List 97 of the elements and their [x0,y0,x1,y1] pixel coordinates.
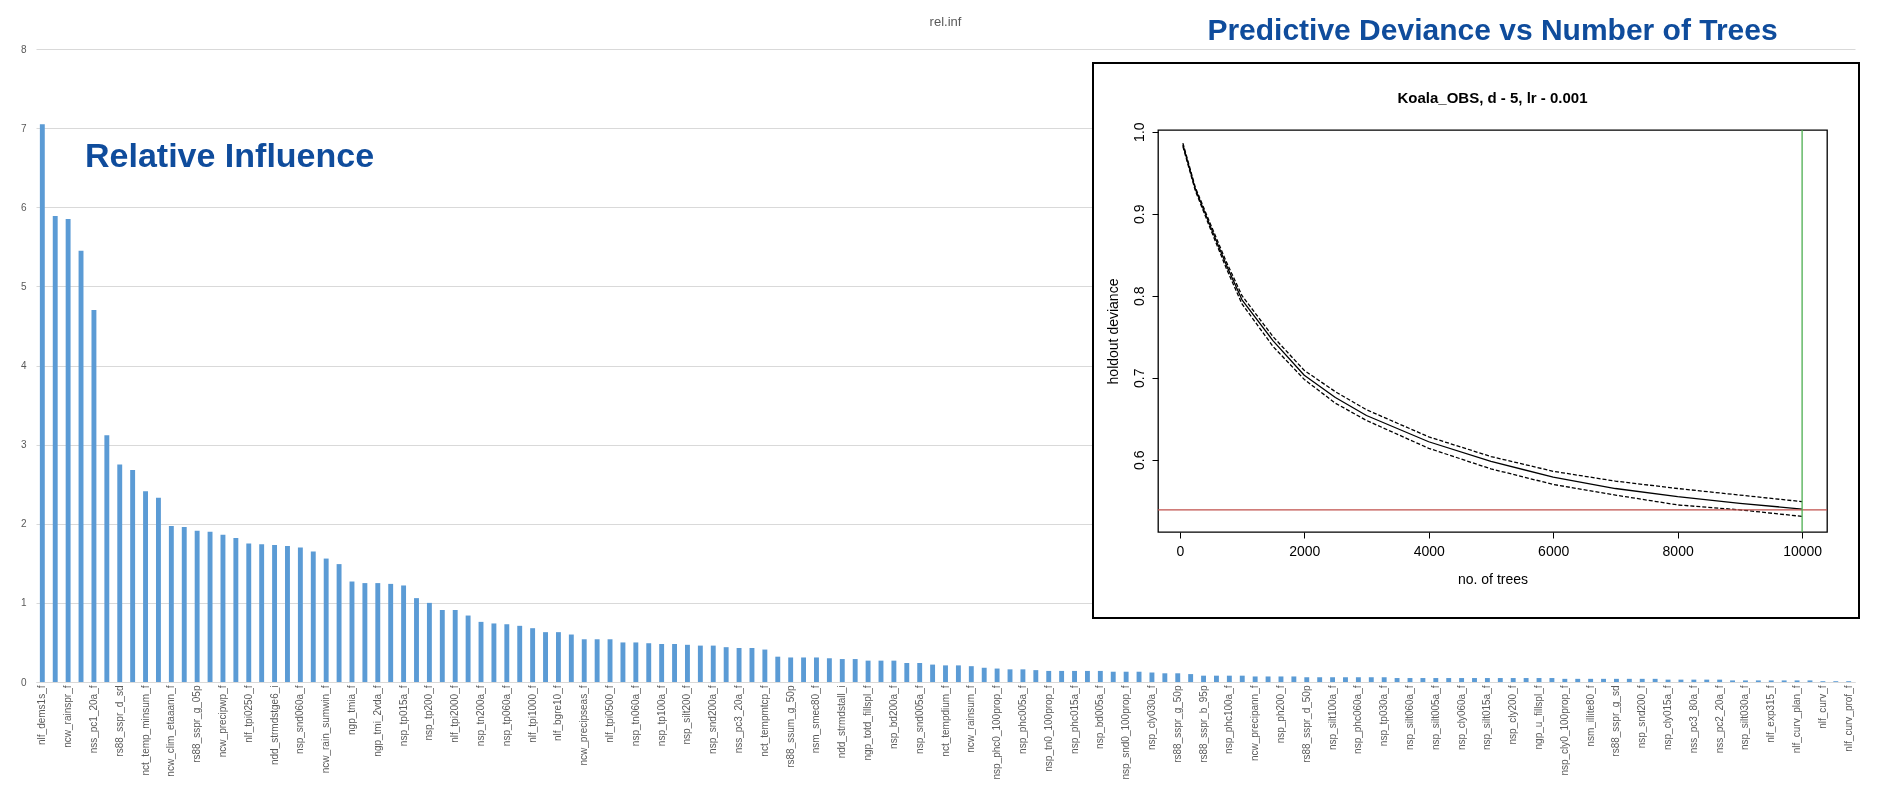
x-tick-label: nsp_snd200a_f [707,685,719,754]
x-tick-label: 4000 [1413,542,1445,559]
x-tick-label: 2000 [1289,542,1321,559]
x-tick-label: ncw_rainspr_f [62,685,74,748]
x-tick-label: nct_temp_minsum_f [139,685,151,776]
x-tick-label: nlf_tpi1000_f [526,685,538,743]
x-tick-label: rs88_sspr_b_95p [1197,685,1209,763]
x-tick-label: nlf_tpi0250_f [242,685,254,743]
x-tick-label: nlf_curv_plan_f [1791,685,1803,754]
x-tick-label: nlf_curv_prof_f [1842,685,1854,752]
x-tick-label: nsp_silt030a_f [1739,685,1751,750]
y-tick-label: 6 [20,201,27,213]
x-tick-label: nsp_snd200_f [1636,685,1648,749]
x-tick-label: ngp_tmi_2vda_f [371,685,383,757]
y-tick-label: 0.7 [1130,368,1147,388]
x-tick-label: nsp_phc0_100prop_f [991,685,1003,780]
x-tick-label: ncw_precipwp_f [216,685,228,758]
x-tick-label: nsp_ph200_f [1274,685,1286,744]
x-tick-label: nsp_silt100a_f [1326,685,1338,750]
x-tick-label: nct_tempmtcp_f [758,685,770,757]
x-tick-label: nlf_exp315_f [1765,685,1777,743]
x-tick-label: nlf_dems1s_f [36,685,48,745]
x-tick-label: nsp_phc100a_f [1223,685,1235,754]
x-tick-label: nsp_tn0_100prop_f [1042,685,1054,772]
x-tick-label: nss_pc3_20a_f [733,685,745,754]
x-tick-label: nlf_bgre10_f [552,685,564,742]
x-tick-label: nsp_bd005a_f [1094,685,1106,749]
x-tick-label: nsp_silt015a_f [1481,685,1493,750]
x-axis-title: no. of trees [1457,570,1529,587]
x-tick-label: nsp_cly030a_f [1145,685,1157,750]
x-tick-label: nsm_smec80_f [810,685,822,754]
x-tick-label: nss_pc3_80a_f [1687,685,1699,754]
x-tick-label: rs88_ssum_g_50p [784,685,796,768]
y-tick-label: 0.6 [1130,450,1147,471]
y-tick-label: 0 [20,676,27,688]
x-tick-label: rs88_sspr_g_05p [191,685,203,763]
x-tick-label: rs88_sspr_g_50p [1171,685,1183,763]
x-tick-label: rs88_sspr_d_50p [1300,685,1312,763]
x-tick-label: nsm_illite80_f [1584,685,1596,747]
y-tick-label: 8 [20,43,27,55]
x-tick-label: rs88_sspr_g_sd [1610,685,1622,757]
x-tick-label: nsp_cly015a_f [1662,685,1674,750]
y-tick-label: 2 [20,518,27,530]
x-tick-label: ngp_tmia_f [345,685,357,735]
x-tick-label: nsp_snd0_100prop_f [1120,685,1132,780]
x-tick-label: 0 [1176,542,1185,559]
x-tick-label: 8000 [1662,542,1694,559]
x-tick-label: nsp_tp060a_f [500,685,512,747]
x-tick-label: nsp_tp200_f [423,685,435,741]
y-tick-label: 0.9 [1130,204,1147,224]
x-tick-label: ncw_rain_sumwin_f [320,685,332,774]
y-tick-label: 0.8 [1130,286,1147,306]
x-tick-label: nlf_tpi0500_f [604,685,616,743]
x-tick-label: ncw_precipseas_f [578,685,590,766]
x-tick-label: nct_tempdium_f [939,685,951,757]
y-axis-title: holdout deviance [1104,278,1121,385]
chart-subtitle: Koala_OBS, d - 5, lr - 0.001 [1397,88,1588,106]
x-tick-label: nsp_phc005a_f [1016,685,1028,754]
x-tick-label: nsp_cly200_f [1507,685,1519,745]
y-tick-label: 3 [20,439,27,451]
x-tick-label: nsp_tp100a_f [655,685,667,747]
x-tick-label: rs88_sspr_d_sd [113,685,125,757]
x-tick-label: nsp_phc015a_f [1068,685,1080,754]
x-tick-label: ndd_strmdstge6_i [268,685,280,765]
y-tick-label: 4 [20,360,27,371]
x-tick-label: nsp_cly060a_f [1455,685,1467,750]
x-tick-label: nsp_silt005a_f [1429,685,1441,750]
x-tick-label: nss_pc1_20a_f [87,685,99,754]
y-tick-label: 1.0 [1130,122,1147,142]
x-tick-label: nsp_phc060a_f [1352,685,1364,754]
y-tick-label: 1 [20,597,27,609]
x-tick-label: ngp_u_fillspl_f [1533,685,1545,750]
y-tick-label: 7 [20,122,27,134]
x-tick-label: nsp_tn200a_f [475,685,487,747]
chart-title: rel.inf [929,14,962,29]
x-tick-label: nsp_tp030a_f [1378,685,1390,747]
x-tick-label: nsp_tn060a_f [629,685,641,747]
x-tick-label: ncw_precipann_f [1249,685,1261,762]
x-tick-label: nlf_tpi2000_f [449,685,461,743]
x-tick-label: nsp_tp015a_f [397,685,409,747]
x-tick-label: nsp_snd060a_f [294,685,306,754]
x-tick-label: nsp_bd200a_f [887,685,899,749]
x-tick-label: nsp_silt200_f [681,685,693,745]
x-tick-label: nsp_silt060a_f [1403,685,1415,750]
x-tick-label: nsp_snd005a_f [913,685,925,754]
x-tick-label: ncw_rainsum_f [965,685,977,753]
annotation: Relative Influence [85,136,375,175]
chart-title: Predictive Deviance vs Number of Trees [1207,12,1778,46]
x-tick-label: nsp_cly0_100prop_f [1558,685,1570,776]
x-tick-label: ncw_clim_etaaann_f [165,685,177,777]
x-tick-label: 6000 [1538,542,1570,559]
x-tick-label: ndd_strmdstall_i [836,685,848,759]
x-tick-label: nlf_curv_f [1816,685,1828,729]
x-tick-label: nss_pc2_20a_f [1713,685,1725,754]
x-tick-label: 10000 [1783,542,1823,559]
y-tick-label: 5 [20,280,27,292]
x-tick-label: ngp_totd_fillspl_f [862,685,874,761]
